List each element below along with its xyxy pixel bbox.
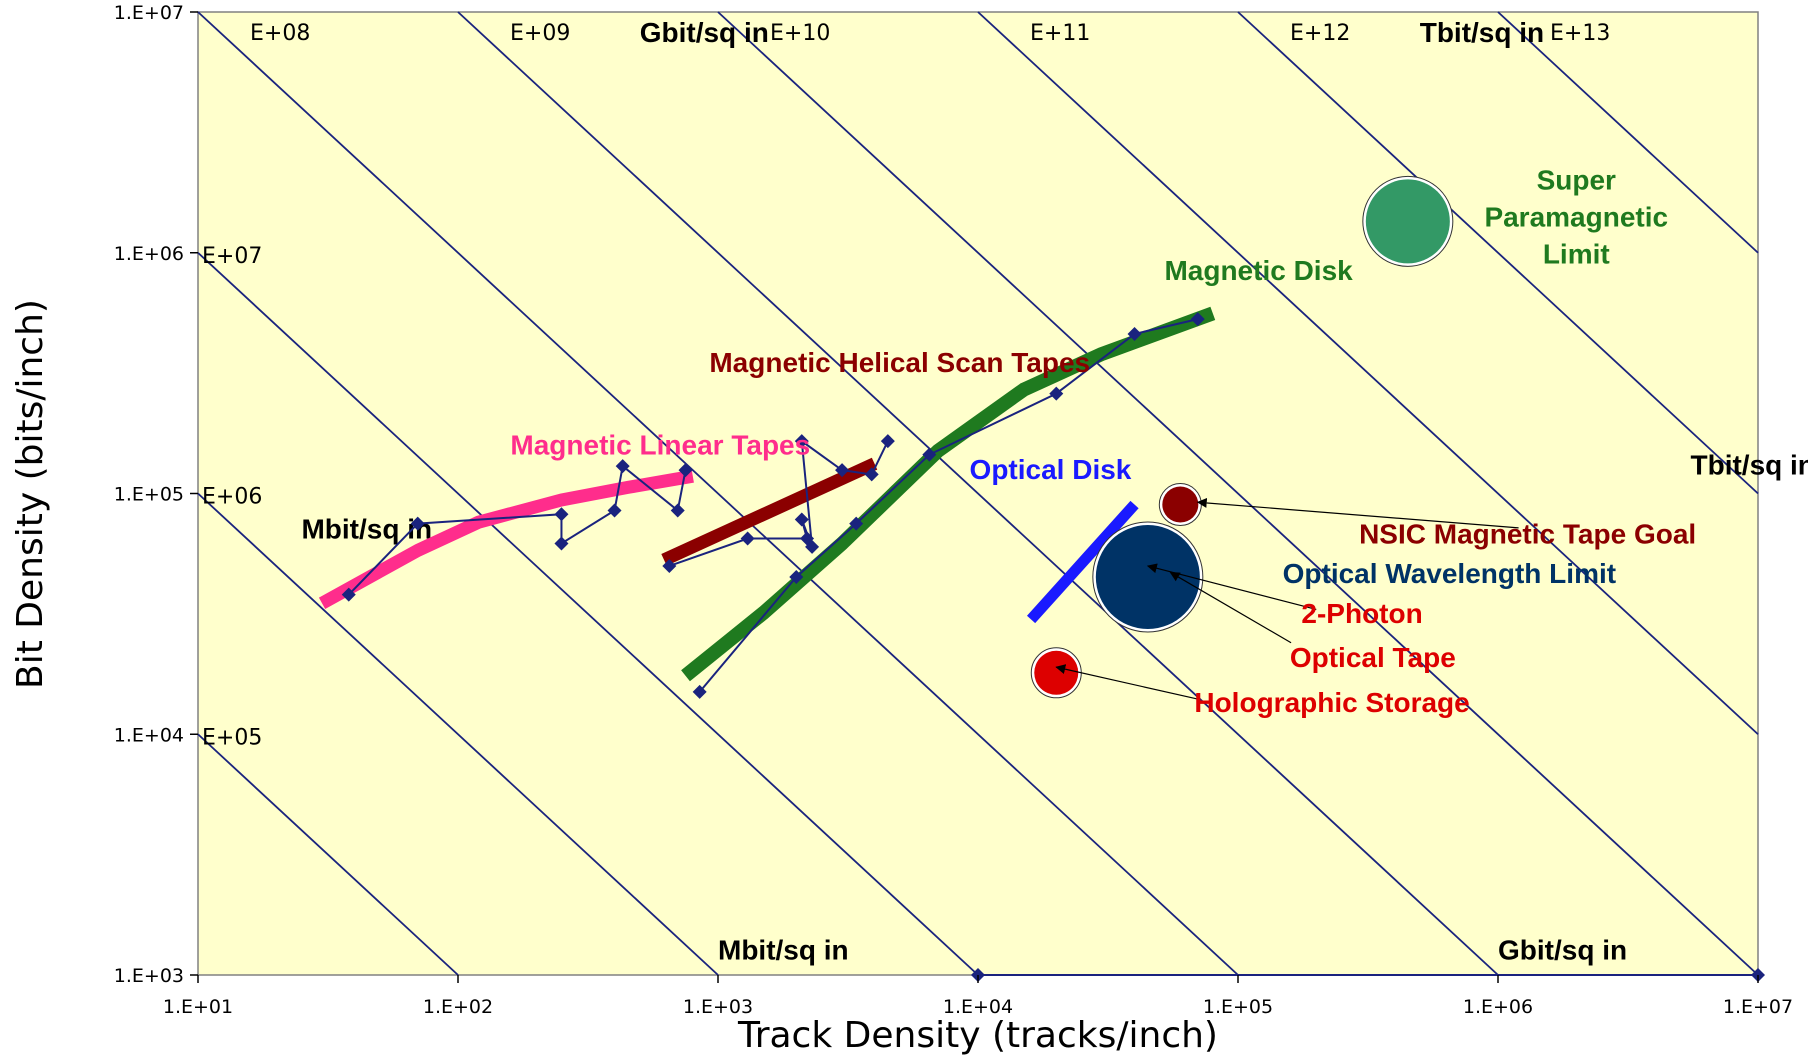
iso-density-label: E+05	[202, 725, 262, 750]
data-point	[554, 536, 569, 551]
areal-density-label: Tbit/sq in	[1690, 449, 1808, 480]
data-point	[794, 434, 809, 449]
data-point	[670, 503, 685, 518]
annotation-arrow	[1196, 497, 1519, 529]
iso-line	[457, 11, 1499, 976]
y-tick-label: 1.E+06	[114, 243, 184, 265]
iso-density-label: E+07	[202, 244, 262, 269]
x-axis-title: Track Density (tracks/inch)	[737, 1015, 1218, 1056]
bubble	[1034, 650, 1079, 695]
data-point	[789, 569, 804, 584]
y-tick-label: 1.E+04	[114, 724, 184, 746]
y-tick-label: 1.E+05	[114, 484, 184, 506]
iso-line	[1497, 11, 1759, 254]
y-axis-title: Bit Density (bits/inch)	[10, 299, 51, 689]
x-axis-tick-labels: 1.E+01 1.E+02 1.E+03 1.E+04 1.E+05 1.E+06 1.E+…	[163, 975, 1793, 1018]
bubble	[1095, 524, 1200, 629]
iso-line	[197, 733, 459, 976]
technology-label: NSIC Magnetic Tape Goal	[1359, 518, 1696, 549]
x-tick-label: 1.E+05	[1203, 996, 1273, 1018]
data-point	[805, 539, 820, 554]
technology-label: Magnetic Linear Tapes	[510, 430, 810, 461]
technology-bubbles	[1030, 175, 1454, 699]
x-tick-label: 1.E+01	[163, 996, 233, 1018]
iso-line	[717, 11, 1759, 976]
data-point	[1190, 312, 1205, 327]
y-axis-tick-labels: 1.E+03 1.E+04 1.E+05 1.E+06 1.E+07	[114, 2, 198, 987]
data-point	[1127, 326, 1142, 341]
data-point	[341, 587, 356, 602]
data-point	[607, 503, 622, 518]
iso-line	[197, 252, 979, 976]
areal-density-label: Gbit/sq in	[1498, 934, 1627, 965]
technology-labels: Magnetic Disk Magnetic Helical Scan Tapes…	[510, 165, 1696, 718]
bubble	[1365, 179, 1450, 264]
x-tick-label: 1.E+02	[423, 996, 493, 1018]
y-tick-label: 1.E+03	[114, 965, 184, 987]
technology-label: Magnetic Helical Scan Tapes	[709, 347, 1090, 378]
trend-line	[1026, 500, 1139, 624]
annotation-arrows	[1055, 497, 1519, 700]
iso-line	[1237, 11, 1759, 495]
iso-line	[977, 11, 1759, 735]
technology-label: Magnetic Disk	[1164, 255, 1353, 286]
bubble	[1162, 486, 1199, 523]
technology-label: Optical Tape	[1290, 642, 1456, 673]
iso-density-label: E+06	[202, 485, 262, 510]
data-series-line	[348, 464, 687, 596]
annotation-arrow	[1169, 571, 1292, 644]
areal-density-label: Mbit/sq in	[718, 934, 849, 965]
technology-label: Optical Disk	[970, 454, 1132, 485]
iso-density-label: E+09	[510, 21, 570, 46]
data-point	[692, 684, 707, 699]
iso-density-label: E+12	[1290, 21, 1350, 46]
x-tick-label: 1.E+06	[1463, 996, 1533, 1018]
x-tick-label: 1.E+04	[943, 996, 1013, 1018]
super-paramagnetic-label: Paramagnetic	[1484, 202, 1668, 233]
data-point	[662, 558, 677, 573]
data-series-lines	[341, 312, 1765, 982]
iso-density-labels: E+05 E+06 E+07 E+08 E+09 E+10 E+11 E+12 E+13	[202, 21, 1610, 750]
trend-line	[661, 457, 878, 566]
technology-label: 2-Photon	[1301, 598, 1422, 629]
data-point	[794, 512, 809, 527]
areal-density-label: Gbit/sq in	[640, 17, 769, 48]
data-point	[880, 434, 895, 449]
iso-line	[197, 11, 1239, 976]
areal-density-label: Tbit/sq in	[1420, 17, 1544, 48]
iso-line	[197, 492, 719, 976]
data-point	[835, 463, 850, 478]
data-point	[554, 507, 569, 522]
data-point	[678, 463, 693, 478]
annotation-arrow	[1055, 664, 1198, 700]
data-point	[864, 467, 879, 482]
technology-label: Holographic Storage	[1194, 687, 1469, 718]
iso-density-lines	[197, 11, 1759, 976]
super-paramagnetic-label: Super	[1537, 165, 1616, 196]
x-tick-label: 1.E+07	[1723, 996, 1793, 1018]
y-tick-label: 1.E+07	[114, 2, 184, 24]
areal-density-label: Mbit/sq in	[301, 514, 432, 545]
data-point	[740, 531, 755, 546]
data-point	[410, 516, 425, 531]
data-point	[615, 459, 630, 474]
data-point	[1049, 386, 1064, 401]
x-tick-label: 1.E+03	[683, 996, 753, 1018]
data-point	[849, 516, 864, 531]
super-paramagnetic-label: Limit	[1543, 239, 1610, 270]
trend-line	[318, 469, 694, 609]
iso-density-label: E+11	[1030, 21, 1090, 46]
iso-density-label: E+08	[250, 21, 310, 46]
areal-density-labels: Gbit/sq in Tbit/sq in Mbit/sq in Tbit/sq in…	[301, 17, 1808, 965]
iso-density-label: E+10	[770, 21, 830, 46]
technology-label: Optical Wavelength Limit	[1283, 558, 1616, 589]
data-point	[922, 447, 937, 462]
iso-density-label: E+13	[1550, 21, 1610, 46]
